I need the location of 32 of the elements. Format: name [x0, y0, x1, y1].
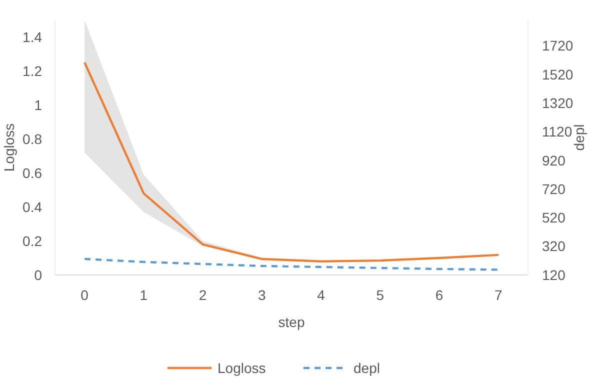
y2-tick-label: 1720	[542, 38, 574, 54]
y-tick-label: 0.6	[22, 164, 42, 181]
y2-tick-label: 720	[542, 180, 566, 197]
y-tick-label: 1	[34, 96, 42, 113]
y2-tick-label: 1520	[542, 66, 574, 82]
y2-axis-title: depl	[571, 124, 587, 151]
y2-tick-label: 1120	[542, 124, 572, 140]
y2-tick-label: 120	[542, 266, 566, 283]
x-tick-label: 3	[258, 287, 266, 303]
x-tick-label: 1	[140, 287, 148, 303]
x-tick-label: 2	[198, 287, 207, 303]
y-tick-label: 1.2	[22, 62, 42, 79]
y2-tick-label: 920	[542, 152, 566, 168]
x-tick-label: 0	[80, 287, 89, 303]
x-tick-label: 4	[317, 287, 326, 303]
x-axis-title: step	[278, 314, 305, 330]
legend-label: Logloss	[218, 360, 266, 376]
x-tick-label: 7	[494, 287, 503, 303]
x-tick-label: 5	[376, 287, 384, 303]
y2-tick-label: 320	[542, 238, 566, 254]
y2-tick-label: 1320	[542, 94, 574, 111]
y-tick-label: 0.8	[22, 130, 42, 147]
legend-label: depl	[354, 360, 380, 376]
y-tick-label: 0.2	[22, 232, 42, 249]
y-tick-label: 0	[34, 266, 42, 283]
x-tick-label: 6	[435, 287, 444, 303]
y-axis-title: Logloss	[1, 123, 17, 172]
y-tick-label: 1.4	[22, 28, 42, 45]
y2-tick-label: 520	[542, 210, 566, 226]
line-series	[83, 258, 500, 271]
line-series	[83, 61, 500, 262]
y-tick-label: 0.4	[22, 198, 42, 215]
